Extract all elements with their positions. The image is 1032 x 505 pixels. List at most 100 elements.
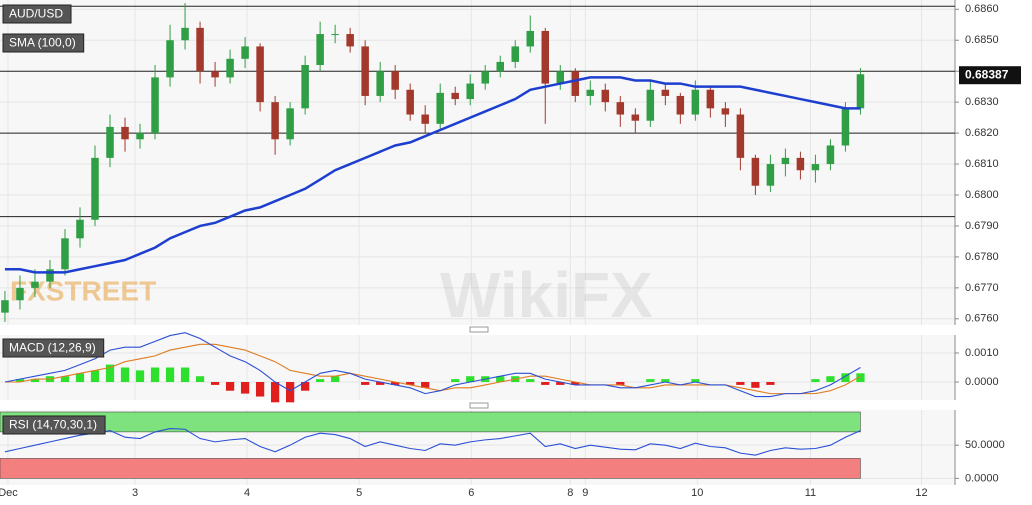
y-tick-label: 0.6850 — [965, 34, 999, 46]
macd-histogram-bar — [270, 382, 280, 403]
macd-histogram-bar — [255, 382, 265, 397]
candle-body — [46, 269, 54, 282]
candle-body — [256, 46, 264, 103]
candle-body — [151, 77, 159, 134]
candle-body — [781, 157, 790, 165]
legend-box: AUD/USD — [2, 4, 72, 24]
rsi-band — [0, 411, 861, 433]
candle-body — [1, 300, 9, 313]
macd-histogram-bar — [391, 382, 400, 385]
legend-label: AUD/USD — [9, 7, 63, 21]
candle-body — [526, 30, 535, 47]
macd-histogram-bar — [361, 382, 370, 385]
candle-body — [556, 71, 565, 84]
macd-histogram-bar — [421, 382, 430, 388]
macd-histogram-bar — [856, 373, 865, 383]
legend-background — [2, 33, 85, 53]
candle-body — [841, 108, 850, 146]
macd-histogram-bar — [406, 382, 415, 385]
candle-body — [211, 71, 219, 78]
candle-body — [421, 114, 429, 124]
legend-box: MACD (12,26,9) — [2, 338, 105, 358]
y-tick-label: 0.6860 — [965, 3, 999, 15]
candle-body — [616, 102, 625, 115]
x-tick-label: Dec — [0, 487, 18, 499]
candle-body — [361, 46, 369, 96]
macd-histogram-bar — [135, 370, 145, 383]
panel-resize-handle[interactable] — [469, 326, 489, 409]
candle-body — [481, 71, 489, 84]
candle-body — [241, 46, 249, 59]
macd-histogram-bar — [105, 364, 115, 383]
legend-background — [2, 338, 105, 358]
candle-body — [811, 164, 820, 171]
legend-box: SMA (100,0) — [2, 33, 85, 53]
last-price-label: 0.68387 — [965, 67, 1009, 81]
candle-body — [301, 65, 309, 109]
candle-body — [346, 34, 354, 47]
candle-body — [316, 34, 324, 65]
macd-panel — [0, 335, 955, 400]
macd-histogram-bar — [661, 379, 670, 383]
series-line — [4, 332, 861, 398]
macd-histogram-bar — [541, 382, 550, 385]
macd-histogram-bar — [285, 382, 295, 403]
macd-histogram-bar — [646, 379, 655, 383]
candle-body — [16, 287, 24, 301]
x-tick-label: 8 — [567, 487, 573, 499]
y-tick-label: 0.6780 — [965, 251, 999, 263]
candle-body — [496, 61, 504, 72]
y-tick-label: 0.6800 — [965, 189, 999, 201]
legend-background — [2, 4, 72, 24]
candle-body — [826, 145, 835, 165]
y-tick-label: 50.0000 — [965, 439, 1005, 451]
x-tick-label: 11 — [805, 487, 816, 499]
macd-histogram-bar — [496, 376, 505, 383]
candle-body — [586, 89, 595, 96]
candle-body — [91, 157, 99, 220]
legend-label: MACD (12,26,9) — [9, 341, 96, 355]
x-tick-label: 12 — [915, 487, 927, 499]
macd-histogram-bar — [526, 379, 535, 383]
candle-body — [661, 89, 670, 96]
candle-body — [691, 89, 700, 115]
macd-histogram-bar — [180, 367, 190, 383]
candle-body — [196, 27, 204, 72]
macd-histogram-bar — [240, 382, 250, 394]
macd-histogram-bar — [195, 376, 205, 383]
candle-body — [796, 157, 805, 171]
macd-histogram-bar — [225, 382, 235, 391]
macd-histogram-bar — [30, 379, 40, 383]
candle-body — [511, 46, 519, 62]
macd-histogram-bar — [120, 367, 130, 383]
candle-body — [646, 89, 655, 121]
legend-label: SMA (100,0) — [9, 36, 76, 50]
macd-histogram-bar — [60, 376, 70, 383]
legend-box: RSI (14,70,30,1) — [2, 415, 106, 435]
macd-histogram-bar — [300, 382, 310, 391]
candle-body — [181, 27, 189, 41]
macd-histogram-bar — [331, 376, 340, 383]
candle-body — [61, 238, 69, 270]
candle-body — [451, 92, 459, 100]
macd-histogram-bar — [15, 379, 25, 383]
macd-histogram-bar — [766, 382, 775, 385]
candle-body — [571, 71, 580, 96]
candle-body — [376, 71, 384, 96]
candle-body — [166, 40, 174, 78]
candle-body — [136, 133, 144, 140]
x-tick-label: 5 — [356, 487, 362, 499]
candle-body — [466, 83, 474, 100]
series-line — [4, 76, 861, 274]
candle-body — [736, 114, 745, 158]
rsi-band — [0, 458, 861, 479]
candle-body — [631, 114, 640, 121]
candle-body — [406, 89, 414, 115]
candle-body — [31, 281, 39, 288]
legend-background — [2, 415, 106, 435]
y-tick-label: 0.6830 — [965, 96, 999, 108]
candle-body — [436, 92, 444, 124]
macd-histogram-bar — [691, 379, 700, 383]
candle-body — [271, 102, 279, 140]
macd-histogram-bar — [571, 382, 580, 385]
